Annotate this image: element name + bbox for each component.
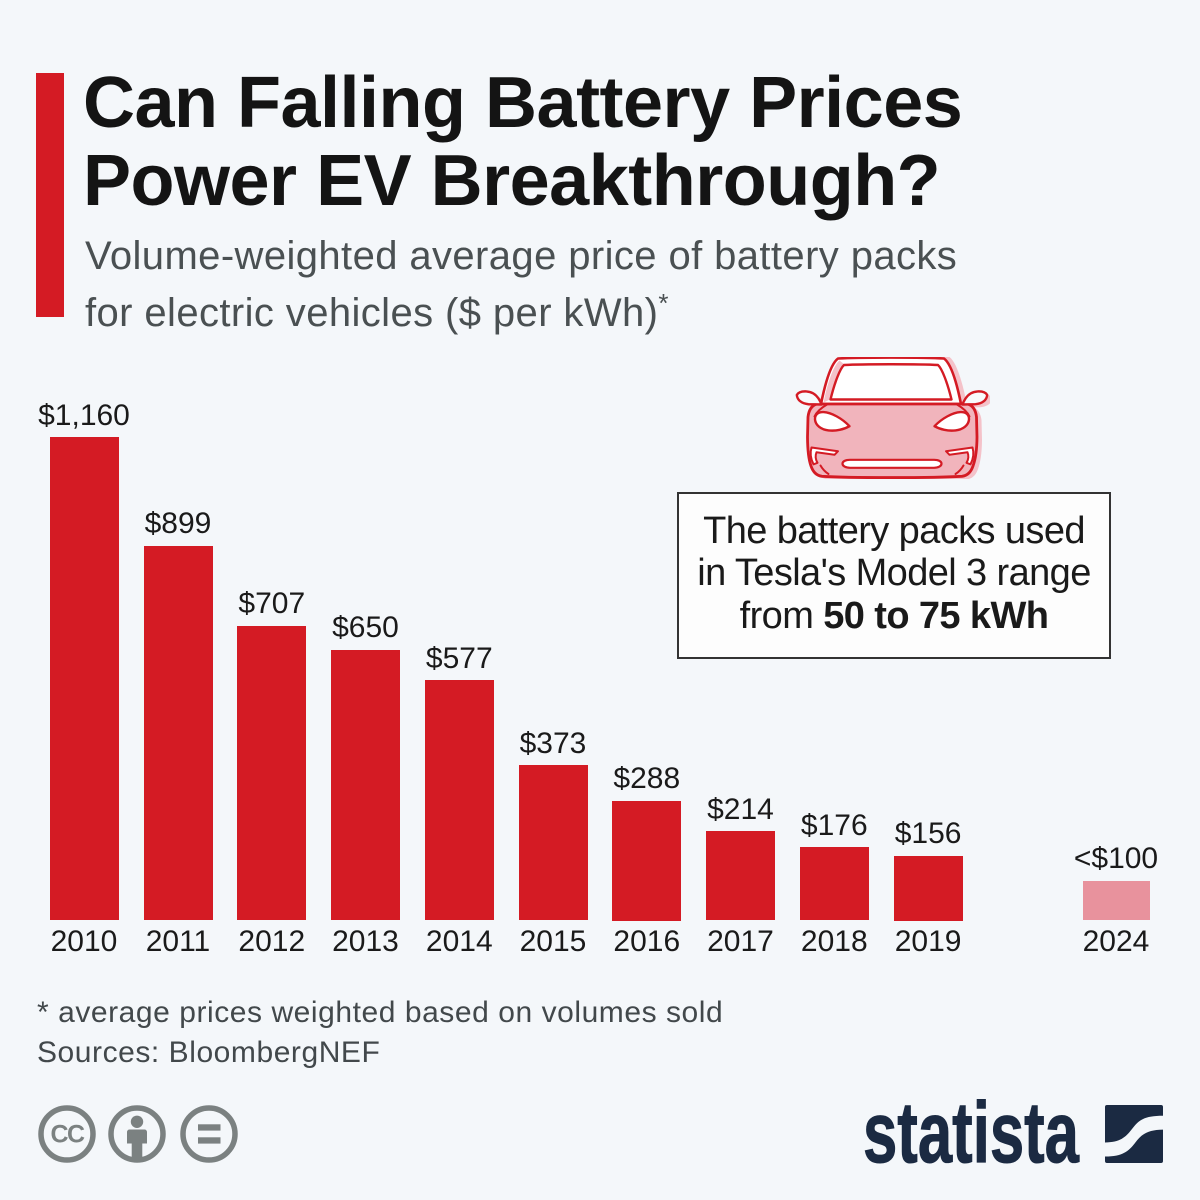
svg-text:statista: statista xyxy=(863,1085,1080,1170)
svg-text:CC: CC xyxy=(50,1121,85,1149)
